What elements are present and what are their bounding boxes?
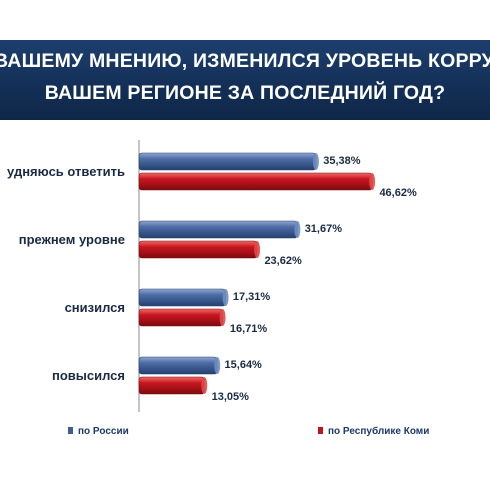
category-label: прежнем уровне bbox=[19, 232, 125, 247]
legend-swatch-russia bbox=[68, 427, 73, 434]
bar-komi bbox=[138, 376, 205, 395]
bar-cap-komi bbox=[219, 309, 226, 326]
data-label: 23,62% bbox=[264, 255, 302, 267]
bar-cap-russia bbox=[214, 357, 221, 374]
data-label: 15,64% bbox=[225, 359, 263, 371]
legend-entry: по России bbox=[78, 426, 129, 437]
data-label: 31,67% bbox=[305, 223, 343, 235]
chart-title-line-2: ВАШЕМ РЕГИОНЕ ЗА ПОСЛЕДНИЙ ГОД? bbox=[44, 82, 446, 104]
bar-russia bbox=[138, 220, 298, 239]
bar-russia bbox=[138, 152, 317, 171]
bar-komi bbox=[138, 240, 258, 259]
bar-komi bbox=[138, 172, 373, 191]
data-label: 16,71% bbox=[230, 323, 268, 335]
bar-cap-komi bbox=[254, 241, 261, 258]
category-label: удняюсь ответить bbox=[7, 164, 125, 179]
bar-cap-russia bbox=[312, 153, 319, 170]
data-label: 17,31% bbox=[233, 291, 271, 303]
category-label: снизился bbox=[65, 300, 125, 315]
bar-cap-komi bbox=[369, 173, 376, 190]
title-band: ВАШЕМУ МНЕНИЮ, ИЗМЕНИЛСЯ УРОВЕНЬ КОРРУ В… bbox=[0, 40, 490, 120]
legend-swatch-komi bbox=[318, 427, 323, 434]
bar-russia bbox=[138, 356, 218, 375]
data-label: 35,38% bbox=[323, 155, 361, 167]
bar-cap-komi bbox=[201, 377, 208, 394]
category-label: повысился bbox=[52, 368, 125, 383]
data-label: 46,62% bbox=[379, 187, 417, 199]
bar-cap-russia bbox=[222, 289, 229, 306]
bar-cap-russia bbox=[294, 221, 301, 238]
chart-title-line-1: ВАШЕМУ МНЕНИЮ, ИЗМЕНИЛСЯ УРОВЕНЬ КОРРУ bbox=[0, 50, 490, 72]
bar-komi bbox=[138, 308, 223, 327]
bar-russia bbox=[138, 288, 226, 307]
data-label: 13,05% bbox=[212, 391, 250, 403]
legend-entry: по Республике Коми bbox=[328, 425, 429, 437]
